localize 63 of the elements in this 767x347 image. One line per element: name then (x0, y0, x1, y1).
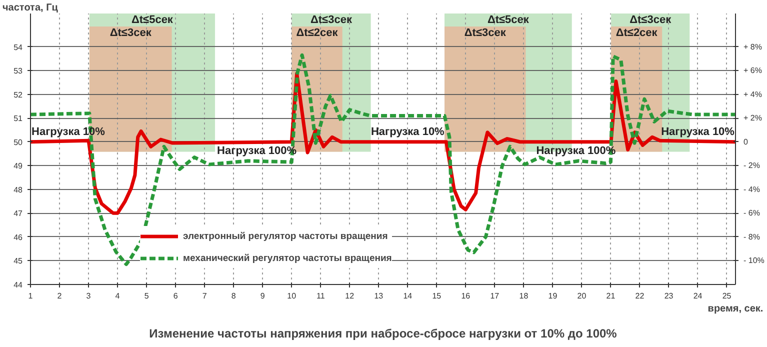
x-tick-label: 17 (490, 292, 500, 300)
y2-tick-label: - 4% (744, 184, 760, 194)
band-label: Δt≤2сек (616, 27, 658, 40)
x-tick-label: 16 (461, 292, 471, 300)
annotation: Нагрузка 10% (370, 126, 445, 138)
annotation: Нагрузка 10% (661, 126, 735, 138)
x-tick-label: 1 (28, 292, 34, 300)
line-series (30, 53, 736, 266)
y-tick-label: 46 (14, 232, 24, 242)
y2-tick-label: - 10% (744, 256, 764, 266)
x-tick-label: 11 (316, 292, 326, 300)
y-tick-label: 52 (14, 90, 24, 100)
y-tick-label: 47 (14, 209, 24, 218)
x-tick-label: 7 (202, 292, 208, 300)
x-axis-title: время, сек. (708, 304, 764, 314)
y2-tick-label: + 6% (744, 66, 762, 76)
y2-tick-label: + 8% (744, 42, 762, 52)
x-tick-label: 6 (173, 292, 178, 300)
x-tick-label: 24 (693, 292, 703, 300)
x-tick-label: 9 (260, 292, 266, 300)
y2-tick-label: - 2% (744, 161, 760, 170)
y-tick-label: 53 (14, 66, 24, 76)
x-tick-label: 3 (86, 292, 92, 300)
y-tick-label: 54 (14, 42, 24, 52)
band-label: Δt≤5сек (487, 14, 530, 26)
x-tick-label: 8 (231, 292, 236, 300)
y2-tick-label: 0 (744, 137, 748, 146)
x-tick-label: 18 (519, 292, 529, 300)
legend-label: электронный регулятор частоты вращения (183, 230, 388, 242)
y-tick-label: 50 (14, 138, 24, 147)
y-tick-label: 48 (14, 185, 24, 194)
x-tick-label: 19 (548, 292, 558, 300)
y2-tick-label: - 8% (744, 232, 760, 242)
band-label: Δt≤3сек (310, 14, 352, 26)
x-tick-label: 13 (374, 292, 384, 300)
band-label: Δt≤3сек (464, 27, 506, 40)
y-axis-title: частота, Гц (2, 2, 59, 14)
y2-tick-label: + 4% (744, 90, 762, 99)
band-label: Δt≤2сек (296, 27, 338, 40)
y2-tick-label: - 6% (744, 208, 760, 218)
x-tick-label: 25 (722, 292, 732, 300)
x-tick-label: 22 (635, 292, 645, 300)
legend-label: механический регулятор частоты вращения (183, 252, 392, 264)
y-tick-label: 51 (14, 114, 24, 124)
x-tick-label: 15 (432, 292, 442, 300)
y-tick-label: 49 (14, 162, 24, 171)
x-tick-label: 20 (577, 292, 587, 300)
band-label: Δt≤3сек (110, 27, 152, 40)
band-label: Δt≤3сек (630, 14, 672, 26)
x-tick-label: 10 (287, 292, 297, 300)
x-tick-label: 14 (403, 292, 413, 300)
x-tick-label: 2 (57, 292, 62, 300)
y2-tick-label: + 2% (744, 114, 762, 123)
text: Изменение частоты напряжения при набросе-сбросе нагрузки от 10% до 100% (149, 326, 618, 340)
x-tick-label: 4 (115, 292, 120, 300)
annotation: Нагрузка 10% (32, 126, 106, 138)
x-tick-label: 12 (345, 292, 355, 300)
band-label: Δt≤5сек (131, 14, 174, 26)
x-tick-label: 23 (664, 292, 674, 300)
y-tick-label: 44 (14, 280, 24, 290)
y-tick-label: 45 (14, 256, 24, 266)
x-tick-label: 21 (606, 292, 616, 300)
x-tick-label: 5 (144, 292, 150, 300)
